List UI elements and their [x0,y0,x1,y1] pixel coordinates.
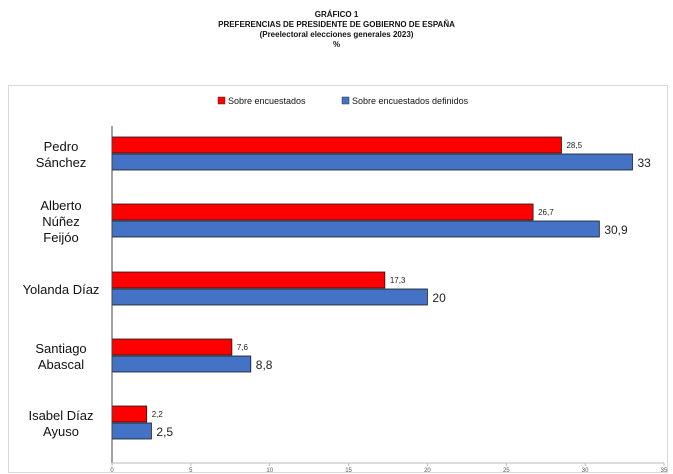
category-label: Núñez [42,214,80,229]
x-tick-label: 35 [661,468,668,474]
chart-title-line-4: % [0,40,673,50]
legend-swatch [218,97,225,104]
bar [112,423,151,439]
bar [112,356,251,372]
data-label: 30,9 [604,223,628,237]
bar [112,137,561,153]
data-label: 2,5 [156,425,173,439]
bar-chart: Sobre encuestados Sobre encuestados defin… [9,86,669,474]
chart-title-line-1: GRÁFICO 1 [0,10,673,20]
category-label: Santiago [35,341,86,356]
bar [112,272,385,288]
data-label: 2,2 [152,410,164,419]
category-label: Pedro [44,139,79,154]
data-label: 17,3 [390,276,406,285]
category-label: Ayuso [43,424,79,439]
x-tick-label: 20 [424,468,431,474]
chart-title-line-3: (Preelectoral elecciones generales 2023) [0,30,673,40]
category-label: Feijóo [43,230,78,245]
category-label: Alberto [40,198,81,213]
x-tick-label: 10 [266,468,273,474]
category-label: Sánchez [36,155,87,170]
category-label: Isabel Díaz [28,408,93,423]
legend-swatch [342,97,349,104]
chart-area: Sobre encuestados Sobre encuestados defin… [8,85,668,473]
bar [112,339,232,355]
legend-label: Sobre encuestados [228,96,306,106]
x-tick-label: 0 [110,468,114,474]
bar [112,289,427,305]
bar [112,406,147,422]
data-label: 8,8 [256,358,273,372]
x-tick-label: 30 [582,468,589,474]
data-label: 7,6 [237,343,249,352]
bar [112,154,632,170]
data-label: 28,5 [566,141,582,150]
bar [112,221,599,237]
data-label: 33 [637,156,651,170]
data-label: 20 [432,291,446,305]
category-label: Yolanda Díaz [23,282,100,297]
x-tick-label: 15 [345,468,352,474]
legend-label: Sobre encuestados definidos [352,96,469,106]
chart-title-line-2: PREFERENCIAS DE PRESIDENTE DE GOBIERNO D… [0,20,673,30]
chart-titles: GRÁFICO 1 PREFERENCIAS DE PRESIDENTE DE … [0,10,673,50]
bar [112,204,533,220]
x-tick-label: 5 [189,468,193,474]
data-label: 26,7 [538,208,554,217]
x-tick-label: 25 [503,468,510,474]
category-label: Abascal [38,357,84,372]
